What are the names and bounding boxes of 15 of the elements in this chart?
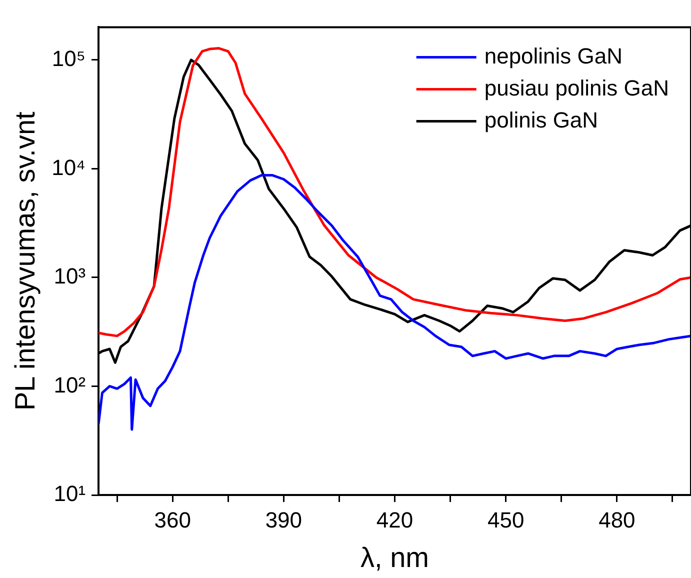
y-tick-label: 10³: [54, 264, 86, 289]
x-tick-label: 390: [265, 507, 302, 532]
x-tick-label: 360: [154, 507, 191, 532]
y-tick-label: 10⁴: [52, 154, 86, 180]
legend-label: nepolinis GaN: [484, 43, 623, 68]
y-tick-label: 10²: [54, 372, 86, 398]
x-tick-label: 450: [487, 507, 524, 532]
y-tick-label: 10¹: [54, 481, 86, 506]
y-axis-title: PL intensyvumas, sv.vnt: [10, 111, 41, 410]
y-tick-label: 10⁵: [52, 46, 86, 72]
legend-label: pusiau polinis GaN: [484, 75, 670, 100]
x-tick-label: 480: [598, 507, 636, 532]
legend-label: polinis GaN: [484, 107, 598, 132]
x-tick-label: 420: [376, 507, 414, 532]
x-axis-title: λ, nm: [360, 542, 429, 573]
